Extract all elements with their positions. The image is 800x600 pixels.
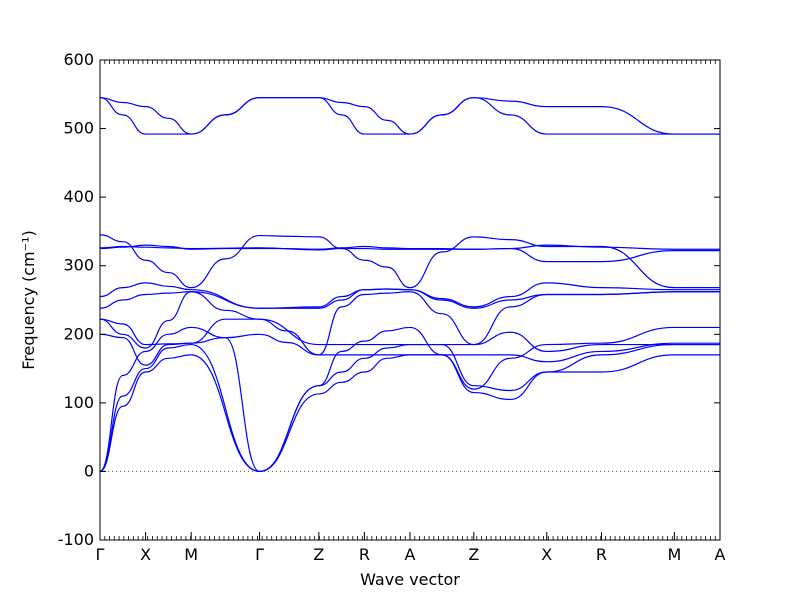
x-tick-label: M: [184, 545, 198, 564]
band-line-11: [99, 244, 720, 251]
x-tick-label: Γ: [96, 545, 105, 564]
x-tick-label: Z: [468, 545, 479, 564]
y-axis-label: Frequency (cm⁻¹): [19, 230, 38, 369]
y-tick-label: 300: [63, 256, 94, 275]
band-lines-layer: [99, 97, 720, 473]
band-line-2: [99, 343, 720, 473]
ticks-layer: -100 0 100 200 300 400 500 600 Γ X M Γ Z R A Z X R M A: [58, 50, 726, 564]
band-line-9: [99, 234, 720, 289]
x-tick-label: X: [541, 545, 552, 564]
y-tick-label: 200: [63, 324, 94, 343]
band-line-5: [99, 318, 720, 353]
x-tick-label: R: [596, 545, 607, 564]
x-tick-label: X: [140, 545, 151, 564]
x-tick-label: A: [715, 545, 726, 564]
plot-frame: [99, 59, 721, 541]
x-tick-label: A: [405, 545, 416, 564]
band-line-1: [99, 354, 720, 473]
band-line-13: [99, 97, 720, 135]
x-tick-label: R: [359, 545, 370, 564]
band-line-10: [99, 244, 720, 263]
x-tick-label: Γ: [255, 545, 264, 564]
y-tick-label: -100: [58, 530, 94, 549]
y-tick-label: 400: [63, 187, 94, 206]
x-tick-label: Z: [313, 545, 324, 564]
y-tick-label: 500: [63, 119, 94, 138]
band-line-8: [99, 282, 720, 309]
x-axis-label: Wave vector: [360, 570, 460, 589]
y-tick-label: 600: [63, 50, 94, 69]
band-line-6: [99, 291, 720, 356]
y-tick-label: 100: [63, 393, 94, 412]
y-tick-label: 0: [84, 461, 94, 480]
x-tick-label: M: [668, 545, 682, 564]
band-line-4: [99, 326, 720, 473]
band-line-3: [99, 333, 720, 366]
band-line-12: [99, 97, 720, 135]
